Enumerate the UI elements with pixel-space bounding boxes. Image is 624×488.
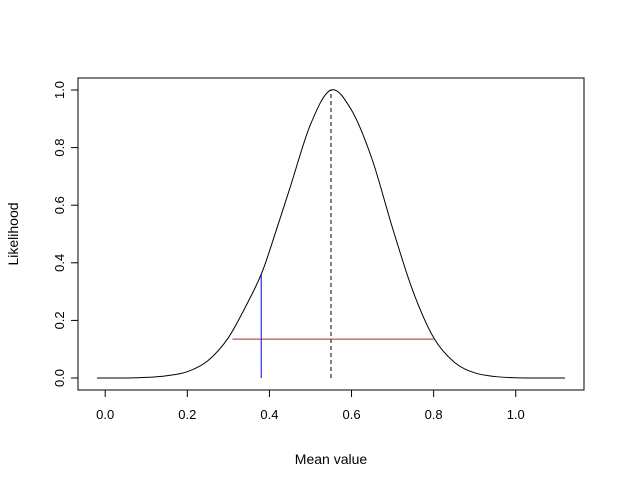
- likelihood-curve: [96, 89, 566, 379]
- y-tick-label: 0.6: [52, 196, 67, 214]
- y-axis-title: Likelihood: [5, 202, 21, 265]
- y-tick-label: 0.2: [52, 311, 67, 329]
- y-tick-label: 0.4: [52, 254, 67, 272]
- x-axis: 0.0 0.2 0.4 0.6 0.8 1.0: [96, 389, 525, 422]
- x-tick-label: 0.0: [96, 407, 114, 422]
- y-tick-label: 0.0: [52, 369, 67, 387]
- y-tick-label: 1.0: [52, 81, 67, 99]
- x-tick-label: 0.8: [425, 407, 443, 422]
- x-tick-label: 0.4: [260, 407, 278, 422]
- x-tick-label: 0.2: [178, 407, 196, 422]
- annotations: [232, 90, 434, 378]
- x-axis-title: Mean value: [295, 451, 368, 467]
- y-tick-label: 0.8: [52, 139, 67, 157]
- x-tick-label: 1.0: [507, 407, 525, 422]
- x-tick-label: 0.6: [342, 407, 360, 422]
- series-group: [96, 89, 566, 379]
- y-axis: 0.0 0.2 0.4 0.6 0.8 1.0: [52, 81, 79, 387]
